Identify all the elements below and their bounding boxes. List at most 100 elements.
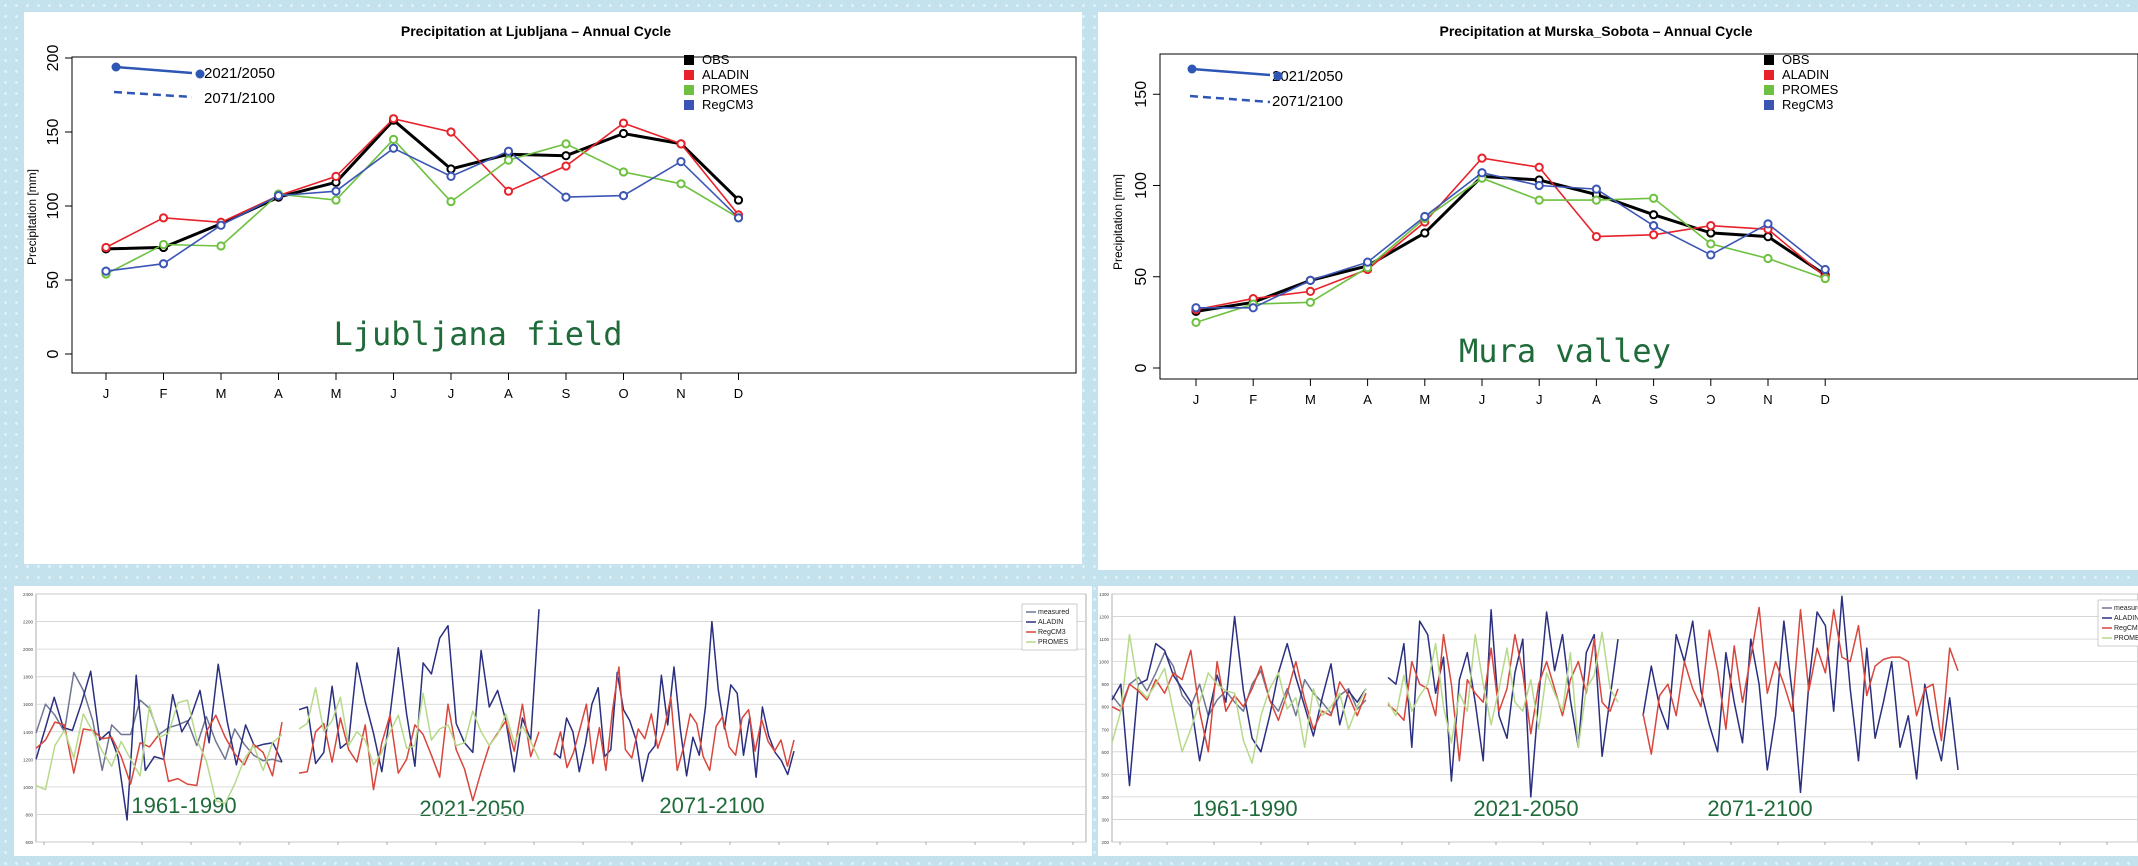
x-tick-label: A [1363, 392, 1372, 407]
chart-title: Precipitation at Murska_Sobota – Annual … [1439, 23, 1752, 39]
murska-sobota-annual-cycle-chart: Precipitation at Murska_Sobota – Annual … [1098, 12, 2138, 570]
y-tick-label: 1400 [23, 730, 34, 735]
legend-label-aladin: ALADIN [702, 67, 749, 82]
legend-label-measured: measured [2114, 605, 2138, 612]
series-line-promes-period-1 [35, 699, 283, 805]
y-tick-label: 700 [1101, 727, 1109, 732]
chart-canvas: Precipitation at Murska_Sobota – Annual … [1111, 23, 2138, 407]
x-tick-label: J [1479, 392, 1486, 407]
data-point-promes [561, 139, 571, 149]
y-tick-label: 1600 [23, 702, 34, 707]
data-point-regcm3 [561, 192, 571, 202]
data-point-aladin [1477, 153, 1487, 163]
y-tick-label: 1200 [23, 757, 34, 762]
series-line-obs [1195, 174, 1827, 313]
legend-swatch-promes [684, 85, 694, 95]
series-line-aladin-period-3 [1642, 595, 1959, 794]
x-tick-label: A [274, 386, 283, 401]
data-point-regcm3 [618, 191, 629, 201]
data-point-regcm3 [1363, 257, 1373, 267]
x-tick-label: N [676, 386, 685, 401]
period-key-marker [195, 69, 205, 79]
data-point-regcm3 [1591, 184, 1601, 194]
x-tick-label: N [1763, 392, 1772, 407]
data-point-regcm3 [503, 146, 514, 156]
data-point-aladin [618, 118, 629, 128]
legend-swatch-aladin [1764, 70, 1774, 80]
y-axis-label: Precipitation [mm] [25, 169, 39, 265]
mura-valley-time-series-chart: 1961-1990 2021-2050 2071-2100 200 300 400 5… [1098, 586, 2138, 856]
data-point-regcm3 [1305, 275, 1315, 285]
data-point-regcm3 [273, 191, 284, 201]
period-label-1961-1990: 1961-1990 [1192, 796, 1297, 821]
x-tick-label: F [1249, 392, 1257, 407]
data-point-promes [331, 195, 341, 205]
data-point-aladin [331, 171, 341, 181]
data-point-regcm3 [1763, 219, 1773, 229]
data-point-obs [446, 164, 456, 174]
y-tick-label: 800 [25, 812, 33, 817]
legend-swatch-aladin [684, 70, 694, 80]
series-line-measured-period-1 [1111, 651, 1367, 717]
series-line-regcm3 [1196, 171, 1826, 309]
series-line-regcm3-period-1 [1111, 649, 1367, 753]
x-tick-label: S [562, 386, 571, 401]
period-key-dashed-line [1189, 94, 1271, 104]
data-point-promes [216, 241, 226, 251]
data-point-aladin [388, 114, 399, 124]
y-tick-label: 0 [45, 349, 62, 358]
x-tick-label: J [103, 386, 110, 401]
legend-label-obs: OBS [702, 52, 730, 67]
y-tick-label: 400 [1101, 795, 1109, 800]
series-line-aladin-period-2 [1387, 609, 1619, 798]
data-point-aladin [1706, 221, 1716, 231]
data-point-regcm3 [1191, 303, 1201, 313]
period-label-1961-1990: 1961-1990 [131, 793, 236, 818]
data-point-obs [1420, 228, 1430, 238]
data-point-regcm3 [1248, 303, 1258, 313]
legend-label-aladin: ALADIN [2114, 615, 2138, 622]
y-tick-label: 1200 [1099, 615, 1110, 620]
period-label-2021-2050: 2021/2050 [204, 65, 275, 82]
y-tick-label: 2000 [23, 647, 34, 652]
data-point-aladin [1305, 286, 1315, 296]
y-tick-label: 600 [1101, 750, 1109, 755]
x-tick-label: M [331, 386, 342, 401]
legend-swatch-regcm3 [1764, 100, 1774, 110]
period-label-2071-2100: 2071-2100 [1707, 796, 1812, 821]
x-tick-label: A [1592, 392, 1601, 407]
x-tick-label: D [734, 386, 743, 401]
data-point-promes [1706, 239, 1716, 249]
y-tick-label: 1800 [23, 675, 34, 680]
legend-label-aladin: ALADIN [1038, 619, 1063, 626]
x-tick-label: J [390, 386, 397, 401]
legend-label-promes: PROMES [1038, 639, 1069, 646]
y-tick-label: 100 [1133, 172, 1150, 199]
period-label-2071-2100: 2071/2100 [204, 90, 275, 107]
plot-frame [1159, 53, 2138, 380]
ljubljana-annual-cycle-chart: Precipitation at Ljubljana – Annual Cycl… [24, 12, 1082, 564]
data-point-promes [676, 179, 686, 189]
data-point-obs [618, 128, 629, 139]
x-tick-label: S [1649, 392, 1658, 407]
ljubljana-time-series-chart: 1961-1990 2021-2050 2071-2100 600 800 1000… [14, 586, 1092, 856]
series-line-regcm3 [105, 147, 740, 272]
chart-canvas: 1961-1990 2021-2050 2071-2100 6008001000… [23, 592, 1087, 845]
x-tick-label: J [1193, 392, 1200, 407]
data-point-regcm3 [1420, 211, 1430, 222]
series-line-promes-period-2 [1387, 631, 1619, 749]
data-point-regcm3 [1477, 168, 1487, 178]
y-tick-label: 200 [45, 45, 62, 72]
x-tick-label: Ɔ [1706, 392, 1715, 407]
data-point-aladin [158, 213, 169, 223]
chart-title: Precipitation at Ljubljana – Annual Cycl… [401, 23, 671, 39]
data-point-obs [733, 195, 744, 205]
series-line-aladin [1195, 157, 1826, 311]
data-point-regcm3 [1534, 180, 1544, 191]
region-annotation: Ljubljana field [334, 315, 623, 353]
data-point-regcm3 [101, 266, 111, 276]
series-line-aladin-period-3 [553, 620, 795, 783]
series-line-promes-period-2 [298, 686, 540, 766]
series-line-regcm3-period-1 [35, 714, 283, 787]
data-point-regcm3 [1706, 250, 1716, 260]
